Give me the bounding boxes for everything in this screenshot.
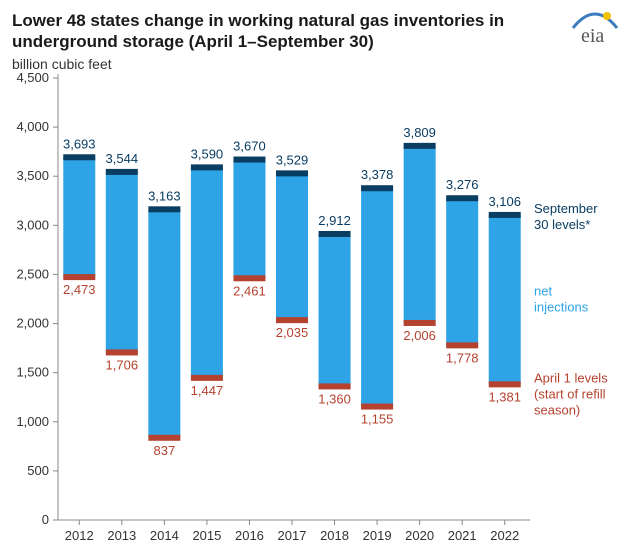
svg-text:2014: 2014	[150, 528, 179, 543]
net-injection-bar	[489, 215, 521, 384]
sep30-value: 3,276	[446, 177, 479, 192]
sep30-value: 3,590	[191, 146, 224, 161]
sep30-value: 3,529	[276, 152, 309, 167]
svg-text:2019: 2019	[363, 528, 392, 543]
net-injection-bar	[148, 209, 180, 437]
apr1-value: 2,035	[276, 325, 309, 340]
svg-text:500: 500	[27, 463, 49, 478]
svg-text:1,000: 1,000	[16, 414, 49, 429]
svg-text:(start of refill: (start of refill	[534, 386, 606, 401]
legend-net: net	[534, 284, 552, 299]
apr1-value: 2,461	[233, 283, 266, 298]
sep30-cap	[404, 143, 436, 149]
svg-text:4,000: 4,000	[16, 119, 49, 134]
sep30-cap	[319, 231, 351, 237]
svg-text:season): season)	[534, 402, 580, 417]
net-injection-bar	[361, 188, 393, 406]
sep30-cap	[63, 154, 95, 160]
apr1-value: 1,778	[446, 350, 479, 365]
apr1-cap	[106, 349, 138, 355]
net-injection-bar	[404, 146, 436, 323]
apr1-cap	[446, 342, 478, 348]
svg-text:2,000: 2,000	[16, 316, 49, 331]
sep30-cap	[148, 206, 180, 212]
svg-text:2,500: 2,500	[16, 266, 49, 281]
sep30-cap	[489, 212, 521, 218]
sep30-cap	[106, 169, 138, 175]
svg-text:2022: 2022	[490, 528, 519, 543]
apr1-cap	[489, 381, 521, 387]
apr1-value: 1,447	[191, 383, 224, 398]
apr1-cap	[361, 404, 393, 410]
net-injection-bar	[63, 157, 95, 277]
net-injection-bar	[319, 234, 351, 386]
legend-apr1: April 1 levels	[534, 370, 608, 385]
net-injection-bar	[446, 198, 478, 345]
svg-text:2020: 2020	[405, 528, 434, 543]
svg-text:injections: injections	[534, 300, 589, 315]
sep30-cap	[361, 185, 393, 191]
sep30-value: 3,163	[148, 188, 181, 203]
svg-text:30 levels*: 30 levels*	[534, 217, 590, 232]
sep30-value: 3,106	[488, 194, 521, 209]
svg-text:3,500: 3,500	[16, 168, 49, 183]
svg-text:1,500: 1,500	[16, 365, 49, 380]
sep30-value: 3,809	[403, 125, 436, 140]
apr1-value: 1,155	[361, 412, 394, 427]
net-injection-bar	[276, 173, 308, 320]
apr1-value: 1,706	[106, 357, 139, 372]
apr1-value: 1,360	[318, 391, 351, 406]
svg-text:2016: 2016	[235, 528, 264, 543]
sep30-value: 3,378	[361, 167, 394, 182]
svg-text:2015: 2015	[192, 528, 221, 543]
apr1-value: 1,381	[488, 389, 521, 404]
sep30-value: 3,693	[63, 136, 96, 151]
inventory-chart: 0 500 1,000 1,500 2,000 2,500 3,000 3,500 4,000 4…	[0, 0, 626, 553]
apr1-value: 2,473	[63, 282, 96, 297]
sep30-value: 2,912	[318, 213, 351, 228]
apr1-cap	[276, 317, 308, 323]
svg-text:2018: 2018	[320, 528, 349, 543]
apr1-cap	[148, 435, 180, 441]
legend-sep30: September	[534, 201, 598, 216]
net-injection-bar	[106, 172, 138, 353]
apr1-cap	[63, 274, 95, 280]
svg-text:2017: 2017	[278, 528, 307, 543]
net-injection-bar	[191, 167, 223, 377]
sep30-cap	[191, 164, 223, 170]
svg-text:2013: 2013	[107, 528, 136, 543]
sep30-cap	[276, 170, 308, 176]
svg-text:3,000: 3,000	[16, 217, 49, 232]
apr1-cap	[233, 275, 265, 281]
apr1-value: 837	[154, 443, 176, 458]
apr1-value: 2,006	[403, 328, 436, 343]
sep30-value: 3,670	[233, 139, 266, 154]
svg-text:2012: 2012	[65, 528, 94, 543]
sep30-cap	[446, 195, 478, 201]
svg-text:4,500: 4,500	[16, 70, 49, 85]
sep30-value: 3,544	[106, 151, 139, 166]
apr1-cap	[319, 383, 351, 389]
apr1-cap	[404, 320, 436, 326]
svg-text:2021: 2021	[448, 528, 477, 543]
apr1-cap	[191, 375, 223, 381]
sep30-cap	[233, 157, 265, 163]
svg-text:0: 0	[42, 512, 49, 527]
net-injection-bar	[233, 160, 265, 279]
